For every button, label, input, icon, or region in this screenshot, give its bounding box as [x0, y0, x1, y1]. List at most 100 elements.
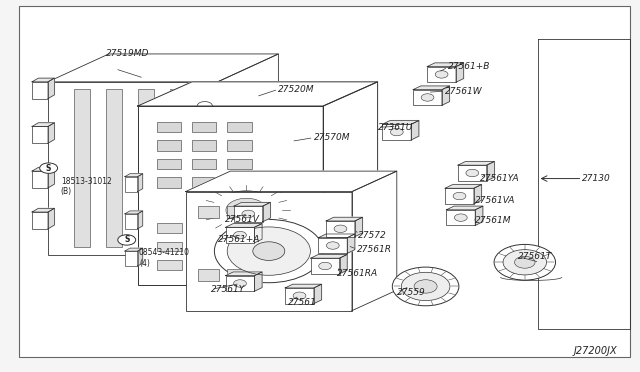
- Bar: [311, 258, 339, 274]
- Polygon shape: [48, 123, 54, 143]
- Text: 27561+A: 27561+A: [218, 235, 260, 244]
- Bar: [125, 177, 138, 192]
- Bar: [32, 212, 48, 229]
- Bar: [74, 89, 90, 247]
- Text: 27572: 27572: [358, 231, 387, 240]
- Circle shape: [234, 280, 246, 287]
- Polygon shape: [476, 206, 483, 225]
- Circle shape: [390, 128, 403, 136]
- Text: 27561T: 27561T: [518, 252, 553, 261]
- Polygon shape: [32, 78, 54, 82]
- Polygon shape: [445, 185, 482, 188]
- Bar: [227, 122, 252, 132]
- Text: 27130: 27130: [582, 174, 611, 183]
- Text: 08543-41210
(4): 08543-41210 (4): [139, 248, 190, 268]
- Circle shape: [334, 225, 347, 232]
- Text: 27561VA: 27561VA: [475, 196, 515, 205]
- Polygon shape: [311, 254, 347, 258]
- Polygon shape: [428, 63, 463, 67]
- Polygon shape: [48, 167, 54, 188]
- Polygon shape: [125, 174, 143, 177]
- Circle shape: [214, 219, 323, 283]
- Circle shape: [227, 227, 310, 275]
- Bar: [170, 89, 186, 247]
- Bar: [319, 238, 347, 253]
- Polygon shape: [254, 224, 262, 243]
- Bar: [447, 210, 475, 225]
- Text: 27559: 27559: [397, 288, 426, 296]
- Circle shape: [453, 192, 466, 200]
- Bar: [285, 288, 314, 304]
- Polygon shape: [323, 82, 378, 285]
- Bar: [458, 165, 487, 181]
- Circle shape: [200, 183, 292, 237]
- Polygon shape: [125, 211, 143, 214]
- Bar: [413, 90, 442, 105]
- Bar: [227, 140, 252, 151]
- Circle shape: [319, 262, 332, 270]
- Circle shape: [421, 94, 434, 101]
- Bar: [198, 206, 219, 218]
- Polygon shape: [234, 202, 270, 206]
- Circle shape: [213, 191, 280, 230]
- Bar: [227, 206, 248, 218]
- Polygon shape: [138, 248, 143, 266]
- Circle shape: [242, 210, 255, 218]
- Text: S: S: [124, 235, 129, 244]
- Polygon shape: [383, 121, 419, 124]
- Polygon shape: [326, 217, 363, 221]
- Bar: [157, 177, 181, 188]
- Bar: [226, 276, 254, 291]
- Bar: [157, 223, 182, 232]
- Polygon shape: [48, 78, 54, 99]
- Circle shape: [234, 231, 246, 239]
- Bar: [138, 89, 154, 247]
- Bar: [226, 227, 254, 243]
- Bar: [157, 140, 181, 151]
- Bar: [227, 159, 252, 169]
- Text: 18513-31012
(B): 18513-31012 (B): [61, 177, 111, 196]
- Polygon shape: [138, 174, 143, 192]
- Polygon shape: [355, 217, 363, 237]
- Circle shape: [401, 272, 450, 301]
- Circle shape: [515, 256, 535, 268]
- Bar: [48, 82, 218, 255]
- Text: 27561+B: 27561+B: [448, 62, 490, 71]
- Polygon shape: [125, 248, 143, 251]
- Circle shape: [118, 235, 136, 245]
- Circle shape: [414, 280, 437, 293]
- Text: 27561: 27561: [288, 298, 317, 307]
- Polygon shape: [138, 211, 143, 229]
- Bar: [326, 221, 355, 237]
- Circle shape: [454, 214, 467, 221]
- Polygon shape: [474, 185, 482, 204]
- Bar: [125, 214, 138, 229]
- Text: 27561RA: 27561RA: [337, 269, 378, 278]
- Bar: [445, 188, 474, 204]
- Polygon shape: [32, 208, 54, 212]
- Bar: [157, 260, 182, 270]
- Bar: [227, 177, 252, 188]
- Bar: [125, 251, 138, 266]
- Bar: [186, 192, 352, 311]
- Polygon shape: [226, 224, 262, 227]
- Bar: [157, 242, 182, 251]
- Bar: [157, 159, 181, 169]
- Bar: [32, 171, 48, 188]
- Bar: [227, 269, 248, 281]
- Text: 27570M: 27570M: [314, 133, 350, 142]
- Bar: [32, 82, 48, 99]
- Text: 27520M: 27520M: [278, 85, 315, 94]
- Circle shape: [435, 71, 448, 78]
- Polygon shape: [218, 54, 278, 255]
- Polygon shape: [319, 234, 355, 238]
- Polygon shape: [186, 171, 397, 192]
- Polygon shape: [447, 206, 483, 210]
- Text: 27561R: 27561R: [357, 245, 392, 254]
- Text: 27519MD: 27519MD: [106, 49, 149, 58]
- Bar: [32, 126, 48, 143]
- Text: 27561W: 27561W: [445, 87, 483, 96]
- Text: J27200JX: J27200JX: [574, 346, 618, 356]
- Polygon shape: [32, 123, 54, 126]
- Bar: [192, 140, 216, 151]
